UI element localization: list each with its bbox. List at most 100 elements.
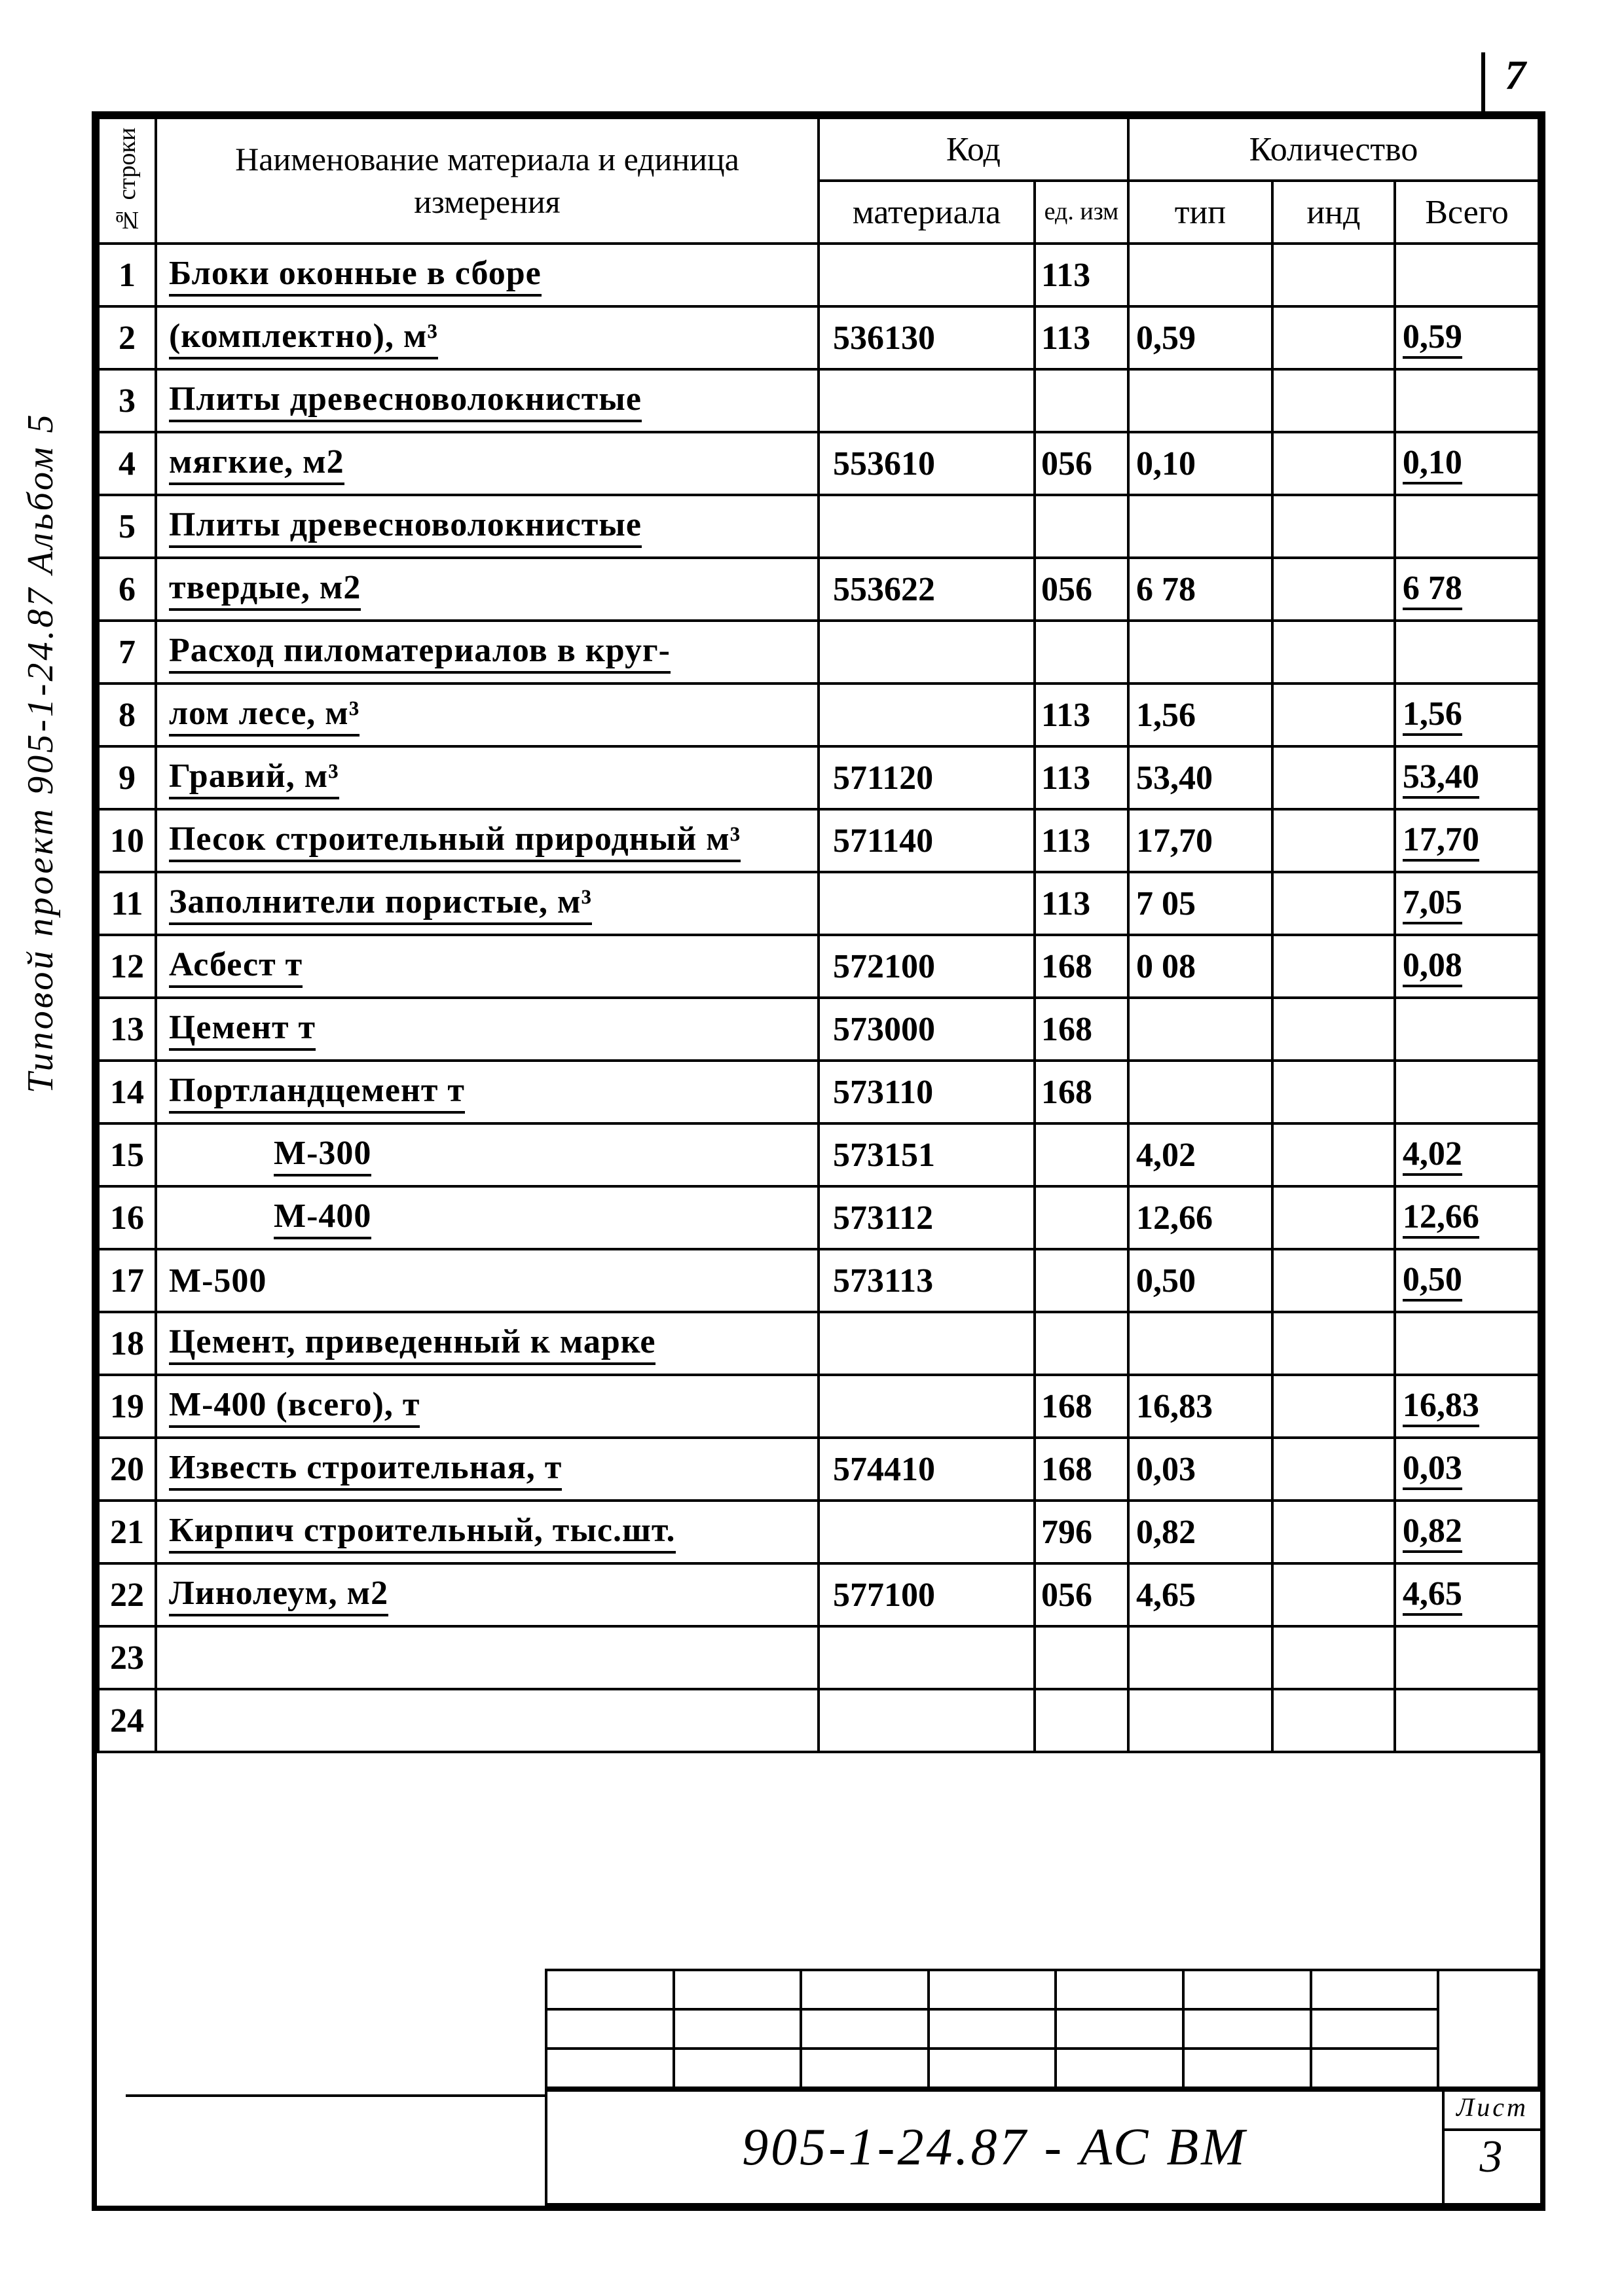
qty-ind [1272,872,1395,935]
qty-ind [1272,369,1395,432]
qty-tip [1128,495,1272,558]
material-name: (комплектно), м³ [156,306,819,369]
row-number: 4 [98,432,156,495]
qty-ind [1272,558,1395,621]
stamp-grid [545,1872,1540,2089]
material-code: 536130 [819,306,1035,369]
qty-ind [1272,998,1395,1061]
unit-code: 113 [1035,872,1128,935]
qty-ind [1272,1186,1395,1249]
material-name: М-500 [156,1249,819,1312]
material-code [819,1626,1035,1689]
unit-code: 113 [1035,244,1128,306]
material-code [819,872,1035,935]
qty-tip: 17,70 [1128,809,1272,872]
material-code: 574410 [819,1438,1035,1501]
material-name: М-300 [156,1123,819,1186]
unit-code [1035,1312,1128,1375]
qty-total: 4,65 [1395,1563,1539,1626]
qty-tip: 53,40 [1128,746,1272,809]
qty-ind [1272,621,1395,683]
qty-total [1395,998,1539,1061]
table-row: 9Гравий, м³57112011353,4053,40 [98,746,1539,809]
qty-tip [1128,244,1272,306]
qty-total: 16,83 [1395,1375,1539,1438]
row-number: 1 [98,244,156,306]
unit-code: 056 [1035,1563,1128,1626]
table-row: 21Кирпич строительный, тыс.шт.7960,820,8… [98,1501,1539,1563]
qty-total: 0,82 [1395,1501,1539,1563]
qty-total: 17,70 [1395,809,1539,872]
material-code: 571120 [819,746,1035,809]
table-row: 14Портландцемент т573110168 [98,1061,1539,1123]
unit-code [1035,1186,1128,1249]
row-number: 10 [98,809,156,872]
table-row: 18Цемент, приведенный к марке [98,1312,1539,1375]
material-code [819,1375,1035,1438]
header-qty-total: Всего [1395,181,1539,244]
unit-code: 168 [1035,1438,1128,1501]
material-name: Цемент т [156,998,819,1061]
material-name: Плиты древесноволокнистые [156,495,819,558]
material-name: мягкие, м2 [156,432,819,495]
row-number: 20 [98,1438,156,1501]
table-row: 15М-3005731514,024,02 [98,1123,1539,1186]
qty-ind [1272,683,1395,746]
unit-code [1035,369,1128,432]
row-number: 13 [98,998,156,1061]
qty-tip [1128,1626,1272,1689]
qty-ind [1272,1563,1395,1626]
material-name: твердые, м2 [156,558,819,621]
qty-ind [1272,1438,1395,1501]
qty-total [1395,244,1539,306]
qty-ind [1272,935,1395,998]
unit-code [1035,1626,1128,1689]
sheet-number: 3 [1445,2131,1540,2203]
material-code [819,1501,1035,1563]
table-row: 13Цемент т573000168 [98,998,1539,1061]
table-row: 19М-400 (всего), т16816,8316,83 [98,1375,1539,1438]
qty-tip: 6 78 [1128,558,1272,621]
qty-ind [1272,1375,1395,1438]
qty-tip [1128,1312,1272,1375]
material-code [819,1312,1035,1375]
qty-total: 0,59 [1395,306,1539,369]
qty-tip [1128,998,1272,1061]
row-number: 18 [98,1312,156,1375]
material-name: М-400 (всего), т [156,1375,819,1438]
material-code: 573113 [819,1249,1035,1312]
table-row: 4мягкие, м25536100560,100,10 [98,432,1539,495]
row-number: 24 [98,1689,156,1752]
header-qty-tip: тип [1128,181,1272,244]
qty-tip: 0,82 [1128,1501,1272,1563]
unit-code: 056 [1035,432,1128,495]
row-number: 19 [98,1375,156,1438]
header-code-group: Код [819,118,1128,181]
qty-total: 4,02 [1395,1123,1539,1186]
row-number: 23 [98,1626,156,1689]
side-project-label: Типовой проект 905-1-24.87 Альбом 5 [20,196,59,1309]
qty-ind [1272,495,1395,558]
table-header: № строки Наименование материала и единиц… [98,118,1539,244]
qty-total: 0,03 [1395,1438,1539,1501]
unit-code [1035,495,1128,558]
qty-total: 12,66 [1395,1186,1539,1249]
unit-code: 168 [1035,998,1128,1061]
qty-tip: 4,65 [1128,1563,1272,1626]
table-row: 24 [98,1689,1539,1752]
qty-ind [1272,1061,1395,1123]
material-name: М-400 [156,1186,819,1249]
material-name: Известь строительная, т [156,1438,819,1501]
material-name: Плиты древесноволокнистые [156,369,819,432]
outer-frame: № строки Наименование материала и единиц… [92,111,1545,2211]
table-body: 1Блоки оконные в сборе1132(комплектно), … [98,244,1539,1752]
material-code [819,1689,1035,1752]
qty-total: 6 78 [1395,558,1539,621]
row-number: 16 [98,1186,156,1249]
unit-code: 113 [1035,683,1128,746]
qty-tip: 0 08 [1128,935,1272,998]
qty-ind [1272,306,1395,369]
header-qty-group: Количество [1128,118,1539,181]
material-code: 573151 [819,1123,1035,1186]
unit-code [1035,1689,1128,1752]
